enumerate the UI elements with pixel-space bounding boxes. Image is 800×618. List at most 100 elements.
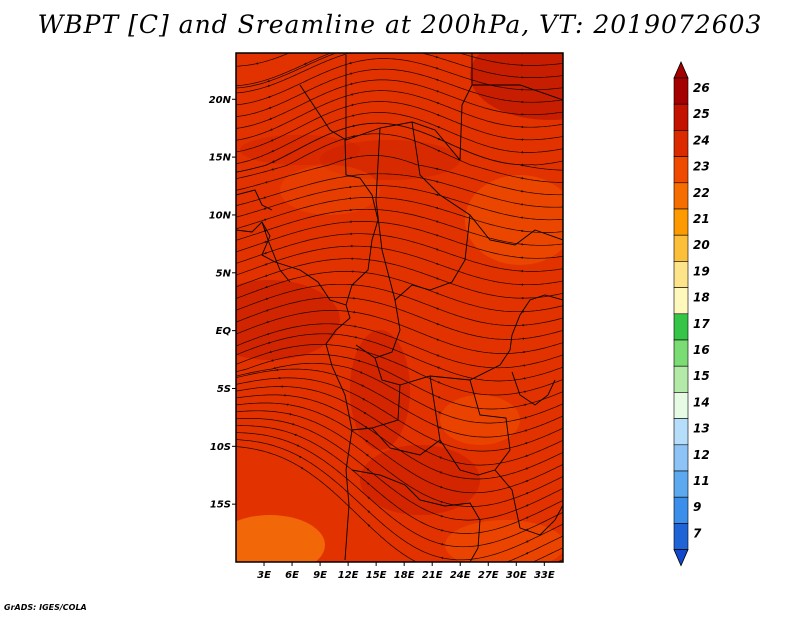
streamline-arrow [524, 441, 528, 445]
latitude-axis: 20N 15N 10N 5N EQ 5S 10S 15S [209, 95, 236, 511]
streamline-arrow [367, 524, 371, 527]
streamline-arrow [435, 323, 440, 326]
streamline-arrow [349, 72, 353, 75]
streamline [236, 53, 332, 87]
streamline-arrow [525, 551, 529, 555]
colorbar-swatch [673, 470, 689, 498]
streamline [552, 566, 576, 576]
streamline [236, 425, 563, 534]
lat-tick-label: 15N [209, 153, 232, 164]
streamline-arrow [350, 103, 354, 107]
streamline-arrow [435, 307, 439, 310]
colorbar-swatch [673, 287, 689, 315]
streamline-arrow [525, 528, 529, 531]
lon-tick-label: 3E [257, 570, 271, 581]
streamline-arrow [526, 564, 528, 565]
streamline-arrow [266, 320, 270, 324]
colorbar-swatch [673, 339, 689, 367]
streamline-arrow [265, 297, 269, 300]
field-anomaly [236, 280, 340, 360]
streamline-arrow [435, 292, 439, 295]
colorbar-label: 18 [693, 291, 710, 305]
streamline-arrow [525, 479, 529, 482]
streamline-arrow [271, 160, 275, 163]
streamline-arrow [435, 262, 439, 266]
streamline-arrow [525, 540, 529, 543]
colorbar: 26 25 24 23 22 21 20 19 18 17 16 15 14 13 12 11 9 7 [673, 61, 710, 567]
border-line [411, 121, 563, 246]
streamline-arrow [437, 149, 441, 153]
streamline-arrow [264, 263, 268, 266]
streamline-arrow [351, 114, 355, 117]
streamline [236, 283, 563, 326]
wbpt-field [236, 53, 563, 562]
field-anomaly [350, 330, 410, 450]
streamline-arrow [440, 529, 444, 532]
streamline [236, 386, 563, 466]
streamline [236, 112, 563, 165]
streamline-arrow [263, 218, 267, 221]
streamline-arrow [436, 366, 440, 369]
streamline [236, 185, 563, 221]
colorbar-label: 15 [693, 369, 710, 383]
streamline-arrow [438, 441, 442, 444]
streamline-arrow [367, 510, 371, 513]
streamline-arrow [269, 128, 273, 131]
colorbar-swatch [673, 418, 689, 446]
lon-tick-label: 21E [422, 570, 443, 581]
streamline-arrow [439, 486, 443, 489]
colorbar-label: 23 [693, 160, 710, 174]
streamline-arrow [366, 468, 370, 471]
streamline-arrow [360, 384, 364, 388]
streamline-arrow [440, 543, 444, 546]
streamline [236, 68, 563, 117]
streamline-arrow [436, 46, 438, 47]
streamline-arrow [264, 274, 268, 277]
streamline [236, 173, 563, 208]
border-line [371, 375, 441, 456]
streamline-arrow [359, 371, 363, 374]
streamline-arrow [363, 411, 367, 415]
streamline-arrow [265, 309, 269, 312]
border-line [404, 484, 481, 562]
field-anomaly [320, 140, 460, 180]
streamline-arrow [525, 491, 529, 495]
streamline-arrow [436, 102, 440, 105]
streamline [468, 38, 500, 45]
lat-tick-label: 15S [210, 500, 231, 511]
colorbar-swatch [673, 77, 689, 105]
streamline-arrow [264, 251, 268, 255]
streamline-arrow [303, 62, 307, 65]
streamline [474, 38, 548, 45]
streamline-arrow [435, 167, 439, 171]
colorbar-swatch [673, 365, 689, 393]
lon-tick-label: 24E [450, 570, 471, 581]
lon-tick-label: 9E [313, 570, 327, 581]
streamline-arrow [436, 354, 440, 357]
colorbar-swatch [673, 103, 689, 131]
streamline-arrow [357, 359, 361, 363]
streamline-arrow [267, 95, 271, 98]
streamline-arrow [435, 234, 439, 237]
streamline [236, 439, 563, 561]
streamline [236, 368, 563, 438]
colorbar-label: 22 [693, 186, 710, 200]
streamline-arrow [268, 106, 272, 109]
streamline-arrow [296, 444, 300, 448]
streamline-arrow [264, 181, 268, 184]
streamline [514, 53, 549, 54]
streamline-arrow [288, 413, 292, 416]
colorbar-top-arrow [673, 61, 689, 79]
streamline-arrow [270, 359, 274, 362]
streamline [429, 38, 452, 45]
streamline-arrow [350, 93, 354, 96]
streamline-arrow [437, 396, 441, 399]
field-anomaly [360, 445, 480, 515]
colorbar-swatch [673, 182, 689, 210]
border-line [351, 469, 406, 486]
streamline-arrow [523, 390, 527, 393]
streamline-arrow [435, 193, 439, 197]
streamline-arrow [348, 61, 352, 65]
streamline [236, 323, 563, 369]
